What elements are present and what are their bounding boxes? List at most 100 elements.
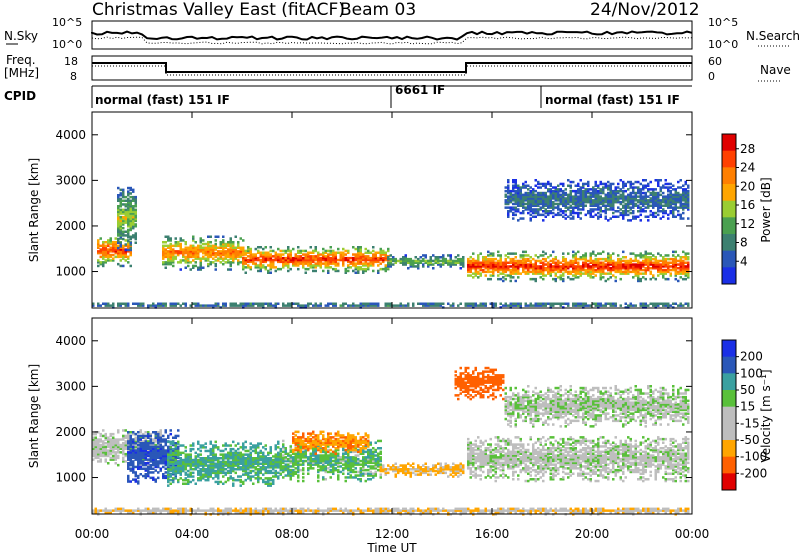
echo-cell bbox=[209, 442, 212, 445]
echo-cell bbox=[149, 443, 152, 447]
echo-cell bbox=[634, 191, 637, 195]
echo-cell bbox=[139, 442, 142, 445]
echo-cell bbox=[117, 443, 120, 447]
echo-cell bbox=[654, 197, 657, 200]
echo-cell bbox=[247, 255, 250, 258]
echo-cell bbox=[662, 304, 665, 307]
echo-cell bbox=[144, 463, 147, 467]
echo-cell bbox=[672, 195, 675, 198]
echo-cell bbox=[259, 449, 262, 453]
echo-cell bbox=[674, 274, 677, 277]
echo-cell bbox=[634, 254, 637, 257]
echo-cell bbox=[379, 249, 382, 253]
echo-cell bbox=[534, 195, 537, 198]
echo-cell bbox=[179, 248, 182, 251]
echo-cell bbox=[182, 248, 185, 251]
echo-cell bbox=[604, 215, 607, 218]
echo-cell bbox=[657, 302, 660, 305]
echo-cell bbox=[219, 257, 222, 260]
echo-cell bbox=[519, 199, 522, 202]
echo-cell bbox=[239, 302, 242, 305]
echo-cell bbox=[127, 462, 130, 465]
echo-cell bbox=[597, 191, 600, 195]
echo-cell bbox=[252, 444, 255, 447]
echo-cell bbox=[159, 438, 162, 441]
echo-cell bbox=[172, 304, 175, 307]
echo-cell bbox=[202, 248, 205, 251]
echo-cell bbox=[164, 443, 167, 447]
echo-cell bbox=[582, 184, 585, 187]
echo-cell bbox=[259, 458, 262, 462]
echo-cell bbox=[122, 449, 125, 452]
echo-cell bbox=[269, 482, 272, 485]
echo-cell bbox=[127, 217, 130, 221]
echo-cell bbox=[224, 480, 227, 484]
echo-cell bbox=[582, 257, 585, 261]
echo-cell bbox=[199, 458, 202, 462]
echo-cell bbox=[669, 191, 672, 195]
echo-cell bbox=[579, 265, 582, 268]
echo-cell bbox=[664, 179, 667, 182]
echo-cell bbox=[574, 199, 577, 202]
echo-cell bbox=[527, 195, 530, 198]
echo-cell bbox=[569, 213, 572, 217]
echo-cell bbox=[134, 480, 137, 483]
echo-cell bbox=[127, 465, 130, 469]
echo-cell bbox=[254, 447, 257, 451]
echo-cell bbox=[284, 251, 287, 254]
echo-cell bbox=[132, 456, 135, 460]
echo-cell bbox=[332, 249, 335, 253]
echo-cell bbox=[587, 195, 590, 198]
echo-cell bbox=[479, 252, 482, 255]
echo-cell bbox=[662, 186, 665, 189]
echo-cell bbox=[119, 194, 122, 197]
echo-cell bbox=[184, 241, 187, 244]
echo-cell bbox=[332, 256, 335, 260]
echo-cell bbox=[627, 270, 630, 274]
freq-tick-18: 18 bbox=[64, 55, 78, 68]
echo-cell bbox=[522, 217, 525, 220]
echo-cell bbox=[207, 471, 210, 475]
echo-cell bbox=[197, 447, 200, 451]
echo-cell bbox=[247, 462, 250, 465]
echo-cell bbox=[629, 182, 632, 186]
echo-cell bbox=[612, 211, 615, 215]
echo-cell bbox=[97, 440, 100, 443]
echo-cell bbox=[687, 257, 690, 261]
echo-cell bbox=[587, 200, 590, 204]
echo-cell bbox=[127, 232, 130, 235]
echo-cell bbox=[609, 257, 612, 261]
echo-cell bbox=[662, 184, 665, 187]
echo-cell bbox=[189, 447, 192, 451]
echo-cell bbox=[177, 251, 180, 255]
echo-cell bbox=[92, 452, 95, 456]
echo-cell bbox=[569, 189, 572, 193]
echo-cell bbox=[607, 186, 610, 189]
echo-cell bbox=[334, 256, 337, 260]
echo-cell bbox=[162, 456, 165, 460]
echo-cell bbox=[589, 274, 592, 277]
echo-cell bbox=[99, 443, 102, 447]
echo-cell bbox=[599, 208, 602, 211]
echo-cell bbox=[262, 453, 265, 456]
echo-cell bbox=[522, 210, 525, 213]
echo-cell bbox=[527, 267, 530, 270]
echo-cell bbox=[209, 458, 212, 462]
echo-cell bbox=[517, 191, 520, 195]
echo-cell bbox=[99, 440, 102, 443]
freq-left-label-1: Freq. bbox=[6, 53, 36, 67]
echo-cell bbox=[557, 197, 560, 200]
echo-cell bbox=[202, 444, 205, 447]
echo-cell bbox=[669, 182, 672, 186]
echo-cell bbox=[429, 304, 432, 307]
echo-cell bbox=[684, 191, 687, 195]
echo-cell bbox=[269, 255, 272, 258]
echo-cell bbox=[557, 261, 560, 264]
echo-cell bbox=[154, 463, 157, 467]
echo-cell bbox=[157, 442, 160, 445]
echo-cell bbox=[152, 467, 155, 470]
echo-cell bbox=[574, 211, 577, 215]
echo-cell bbox=[607, 200, 610, 204]
echo-cell bbox=[269, 249, 272, 253]
echo-cell bbox=[439, 256, 442, 259]
